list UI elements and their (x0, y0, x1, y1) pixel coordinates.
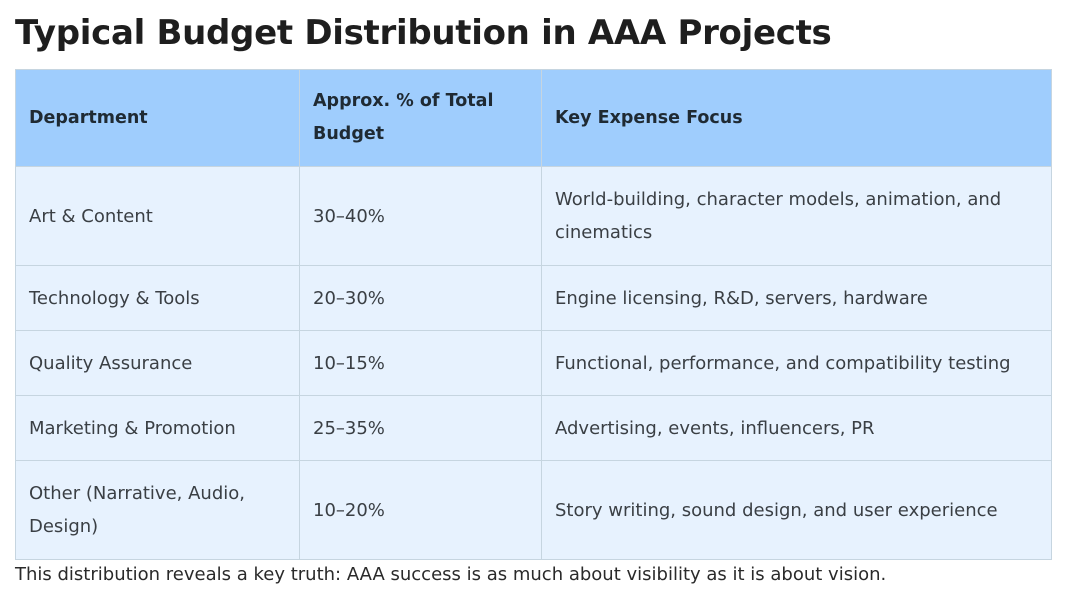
cell-department: Quality Assurance (15, 330, 300, 396)
cell-focus: Engine licensing, R&D, servers, hardware (541, 265, 1052, 331)
cell-department: Technology & Tools (15, 265, 300, 331)
cell-focus: World-building, character models, animat… (541, 166, 1052, 266)
cell-percent: 10–20% (299, 460, 542, 560)
cell-department: Marketing & Promotion (15, 395, 300, 461)
cell-department: Other (Narrative, Audio, Design) (15, 460, 300, 560)
header-percent: Approx. % of Total Budget (299, 69, 542, 167)
cell-percent: 10–15% (299, 330, 542, 396)
page-title: Typical Budget Distribution in AAA Proje… (15, 13, 832, 53)
table-row: Art & Content 30–40% World-building, cha… (15, 166, 1052, 266)
table-row: Quality Assurance 10–15% Functional, per… (15, 330, 1052, 396)
cell-focus: Functional, performance, and compatibili… (541, 330, 1052, 396)
table-row: Other (Narrative, Audio, Design) 10–20% … (15, 460, 1052, 560)
table-header-row: Department Approx. % of Total Budget Key… (15, 69, 1052, 167)
cell-percent: 25–35% (299, 395, 542, 461)
table-row: Marketing & Promotion 25–35% Advertising… (15, 395, 1052, 461)
header-focus: Key Expense Focus (541, 69, 1052, 167)
cell-department: Art & Content (15, 166, 300, 266)
table-row: Technology & Tools 20–30% Engine licensi… (15, 265, 1052, 331)
cell-percent: 30–40% (299, 166, 542, 266)
header-department: Department (15, 69, 300, 167)
cell-focus: Story writing, sound design, and user ex… (541, 460, 1052, 560)
cell-percent: 20–30% (299, 265, 542, 331)
footnote: This distribution reveals a key truth: A… (15, 564, 887, 585)
cell-focus: Advertising, events, influencers, PR (541, 395, 1052, 461)
budget-table: Department Approx. % of Total Budget Key… (15, 69, 1052, 560)
